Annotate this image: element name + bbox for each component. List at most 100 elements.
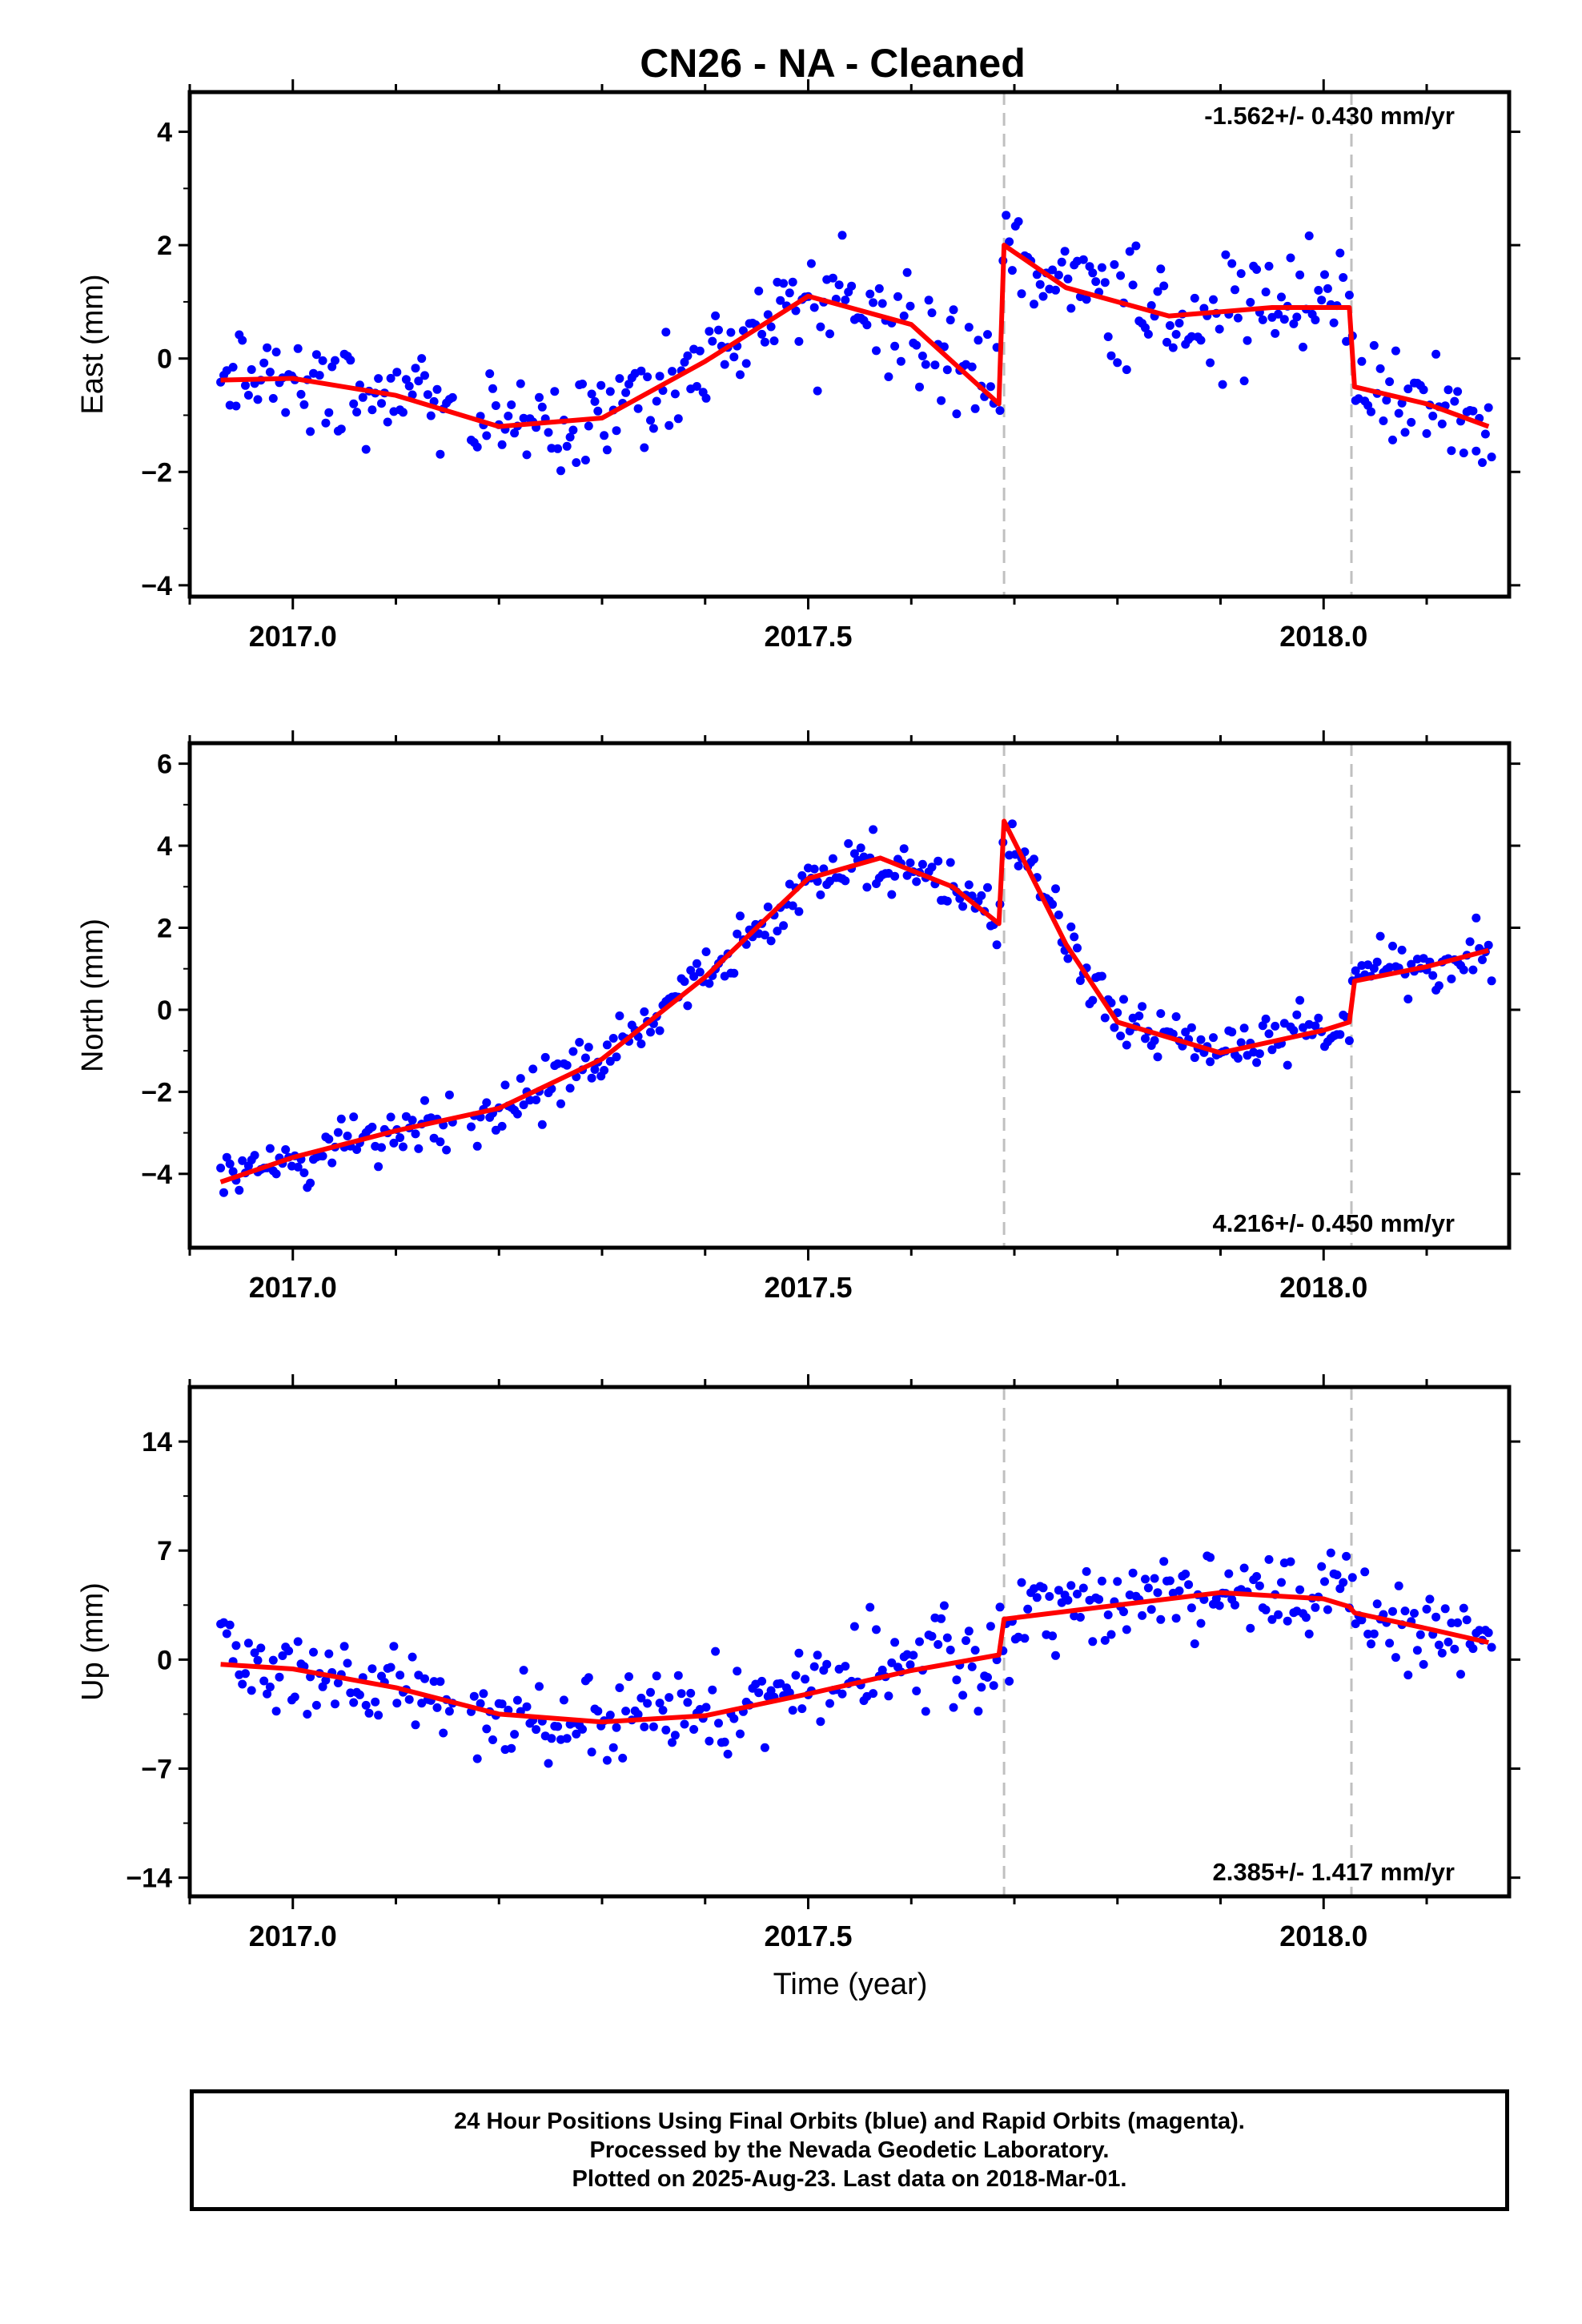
up-ytick-label-0: 14 bbox=[142, 1427, 172, 1458]
east-point-341 bbox=[1286, 253, 1295, 263]
up-point-388 bbox=[1431, 1612, 1441, 1622]
north-point-172 bbox=[763, 903, 773, 911]
east-point-158 bbox=[720, 360, 729, 369]
east-point-333 bbox=[1261, 287, 1271, 297]
up-point-7 bbox=[238, 1679, 247, 1689]
north-point-324 bbox=[1233, 1054, 1243, 1063]
east-point-61 bbox=[404, 381, 414, 391]
east-point-52 bbox=[377, 399, 386, 408]
up-point-130 bbox=[633, 1710, 643, 1719]
east-point-14 bbox=[259, 358, 269, 368]
up-point-143 bbox=[673, 1671, 683, 1680]
up-point-225 bbox=[927, 1631, 937, 1641]
up-point-51 bbox=[374, 1711, 383, 1720]
east-point-207 bbox=[872, 346, 881, 356]
east-frame bbox=[187, 90, 1512, 599]
up-point-49 bbox=[367, 1664, 377, 1674]
up-point-97 bbox=[532, 1725, 541, 1735]
up-point-162 bbox=[733, 1667, 742, 1676]
north-point-218 bbox=[905, 858, 915, 867]
north-y-axis-label: North (mm) bbox=[76, 919, 110, 1072]
north-point-145 bbox=[680, 977, 689, 987]
east-xtick-label-1: 2017.5 bbox=[764, 620, 852, 653]
east-point-4 bbox=[228, 363, 238, 372]
east-point-126 bbox=[621, 388, 631, 397]
east-point-197 bbox=[841, 296, 850, 305]
east-point-230 bbox=[942, 365, 952, 375]
east-point-264 bbox=[1048, 265, 1058, 275]
east-point-267 bbox=[1057, 257, 1066, 267]
north-point-107 bbox=[562, 1060, 572, 1070]
up-point-142 bbox=[670, 1731, 680, 1740]
east-point-5 bbox=[231, 401, 241, 411]
north-point-406 bbox=[1487, 976, 1496, 986]
up-point-240 bbox=[974, 1707, 983, 1716]
east-y-axis-label: East (mm) bbox=[76, 274, 110, 414]
up-point-212 bbox=[887, 1658, 897, 1667]
east-point-142 bbox=[670, 389, 680, 399]
up-point-250 bbox=[1005, 1676, 1014, 1686]
east-point-258 bbox=[1030, 300, 1038, 309]
up-point-364 bbox=[1357, 1615, 1367, 1625]
north-point-316 bbox=[1209, 1033, 1218, 1043]
panels-group: 4 2 0 −2 −4 2017.0 2017.5 2018.0 East (mm) -1.562… bbox=[76, 79, 1520, 1952]
north-point-0 bbox=[216, 1164, 226, 1172]
up-point-56 bbox=[389, 1642, 399, 1651]
north-point-115 bbox=[587, 1073, 596, 1083]
up-point-58 bbox=[396, 1671, 405, 1680]
up-point-264 bbox=[1048, 1631, 1058, 1641]
north-point-162 bbox=[733, 929, 742, 939]
east-point-342 bbox=[1289, 319, 1299, 328]
east-point-206 bbox=[869, 298, 878, 308]
up-point-219 bbox=[909, 1651, 918, 1660]
east-point-401 bbox=[1472, 446, 1481, 456]
east-point-18 bbox=[271, 348, 281, 357]
panel-north: 6 4 2 0 −2 −4 2017.0 2017.5 2018.0 North (mm) 4.21… bbox=[76, 730, 1520, 1304]
up-point-47 bbox=[361, 1700, 371, 1710]
east-point-208 bbox=[874, 283, 884, 293]
up-point-107 bbox=[562, 1734, 572, 1743]
up-point-280 bbox=[1097, 1576, 1106, 1586]
east-point-99 bbox=[537, 402, 547, 412]
up-point-223 bbox=[921, 1707, 930, 1716]
up-point-230 bbox=[942, 1633, 952, 1642]
up-rate-label: 2.385+/- 1.417 mm/yr bbox=[1213, 1858, 1455, 1886]
east-point-12 bbox=[253, 395, 263, 404]
east-point-310 bbox=[1190, 293, 1199, 303]
north-point-113 bbox=[580, 1053, 590, 1063]
up-point-22 bbox=[284, 1647, 294, 1655]
up-point-256 bbox=[1023, 1604, 1033, 1614]
north-point-171 bbox=[760, 931, 769, 940]
up-point-281 bbox=[1100, 1635, 1110, 1645]
up-point-13 bbox=[256, 1643, 266, 1653]
north-point-246 bbox=[992, 940, 1002, 950]
up-point-381 bbox=[1410, 1609, 1419, 1618]
east-point-275 bbox=[1082, 295, 1091, 304]
east-point-10 bbox=[247, 365, 256, 374]
east-point-296 bbox=[1146, 301, 1156, 310]
east-point-225 bbox=[927, 308, 937, 318]
north-rate-label: 4.216+/- 0.450 mm/yr bbox=[1213, 1209, 1455, 1237]
up-point-346 bbox=[1301, 1613, 1311, 1622]
up-point-376 bbox=[1394, 1581, 1403, 1590]
up-point-295 bbox=[1143, 1583, 1153, 1593]
north-point-281 bbox=[1100, 1013, 1110, 1023]
north-point-310 bbox=[1190, 1053, 1199, 1063]
north-point-286 bbox=[1116, 1031, 1126, 1041]
up-point-188 bbox=[813, 1651, 822, 1660]
up-point-312 bbox=[1196, 1618, 1206, 1628]
east-point-221 bbox=[915, 382, 924, 392]
east-point-179 bbox=[785, 288, 794, 298]
east-point-400 bbox=[1468, 406, 1478, 416]
north-point-95 bbox=[525, 1096, 535, 1105]
east-point-118 bbox=[596, 380, 606, 390]
north-point-200 bbox=[849, 849, 859, 858]
east-point-268 bbox=[1060, 247, 1070, 256]
east-point-337 bbox=[1274, 309, 1283, 319]
up-point-293 bbox=[1138, 1610, 1147, 1620]
up-point-299 bbox=[1156, 1614, 1166, 1624]
north-point-266 bbox=[1054, 911, 1063, 919]
east-point-404 bbox=[1480, 429, 1490, 439]
east-point-238 bbox=[967, 362, 977, 372]
up-point-179 bbox=[785, 1688, 794, 1698]
